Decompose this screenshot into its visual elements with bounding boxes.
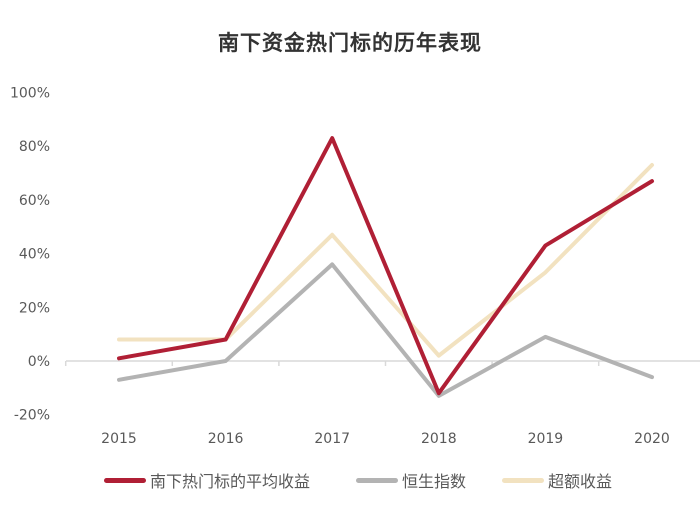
x-tick-label: 2016: [208, 431, 244, 447]
x-tick-label: 2015: [101, 431, 137, 447]
chart-title: 南下资金热门标的历年表现: [218, 31, 482, 55]
y-tick-label: -20%: [14, 408, 50, 424]
x-tick-label: 2017: [314, 431, 350, 447]
y-axis: 100% 80% 60% 40% 20% 0% -20%: [10, 86, 50, 424]
legend: 南下热门标的平均收益 恒生指数 超额收益: [0, 467, 700, 493]
y-tick-label: 20%: [19, 300, 50, 316]
y-tick-label: 60%: [19, 193, 50, 209]
y-tick-label: 80%: [19, 139, 50, 155]
line-chart: 100%80%60%40%20%0%-20% 2015 2016 2017 2018 2…: [10, 86, 700, 447]
legend-swatch-gray: [356, 477, 398, 483]
series-line-hang-seng: [117, 262, 654, 398]
legend-label: 恒生指数: [402, 472, 467, 491]
series-line-hot-stocks: [117, 136, 654, 396]
y-tick-label: 40%: [19, 247, 50, 263]
legend-label: 南下热门标的平均收益: [150, 472, 311, 491]
legend-swatch-red: [104, 477, 146, 483]
series-line-excess-return: [117, 162, 654, 358]
legend-swatch-beige: [502, 477, 544, 483]
x-tick-label: 2020: [634, 431, 670, 447]
legend-label: 超额收益: [548, 472, 613, 491]
y-tick-label: 0%: [28, 354, 50, 370]
legend-item-excess-return: 超额收益: [502, 467, 612, 493]
x-tick-label: 2018: [421, 431, 457, 447]
x-tick-label: 2019: [528, 431, 564, 447]
x-axis: 2015 2016 2017 2018 2019 2020: [64, 360, 700, 447]
series-lines: [117, 136, 654, 398]
legend-item-hot-stocks: 南下热门标的平均收益: [104, 467, 310, 493]
legend-item-hang-seng: 恒生指数: [356, 467, 466, 493]
y-tick-label: 100%: [10, 86, 50, 102]
